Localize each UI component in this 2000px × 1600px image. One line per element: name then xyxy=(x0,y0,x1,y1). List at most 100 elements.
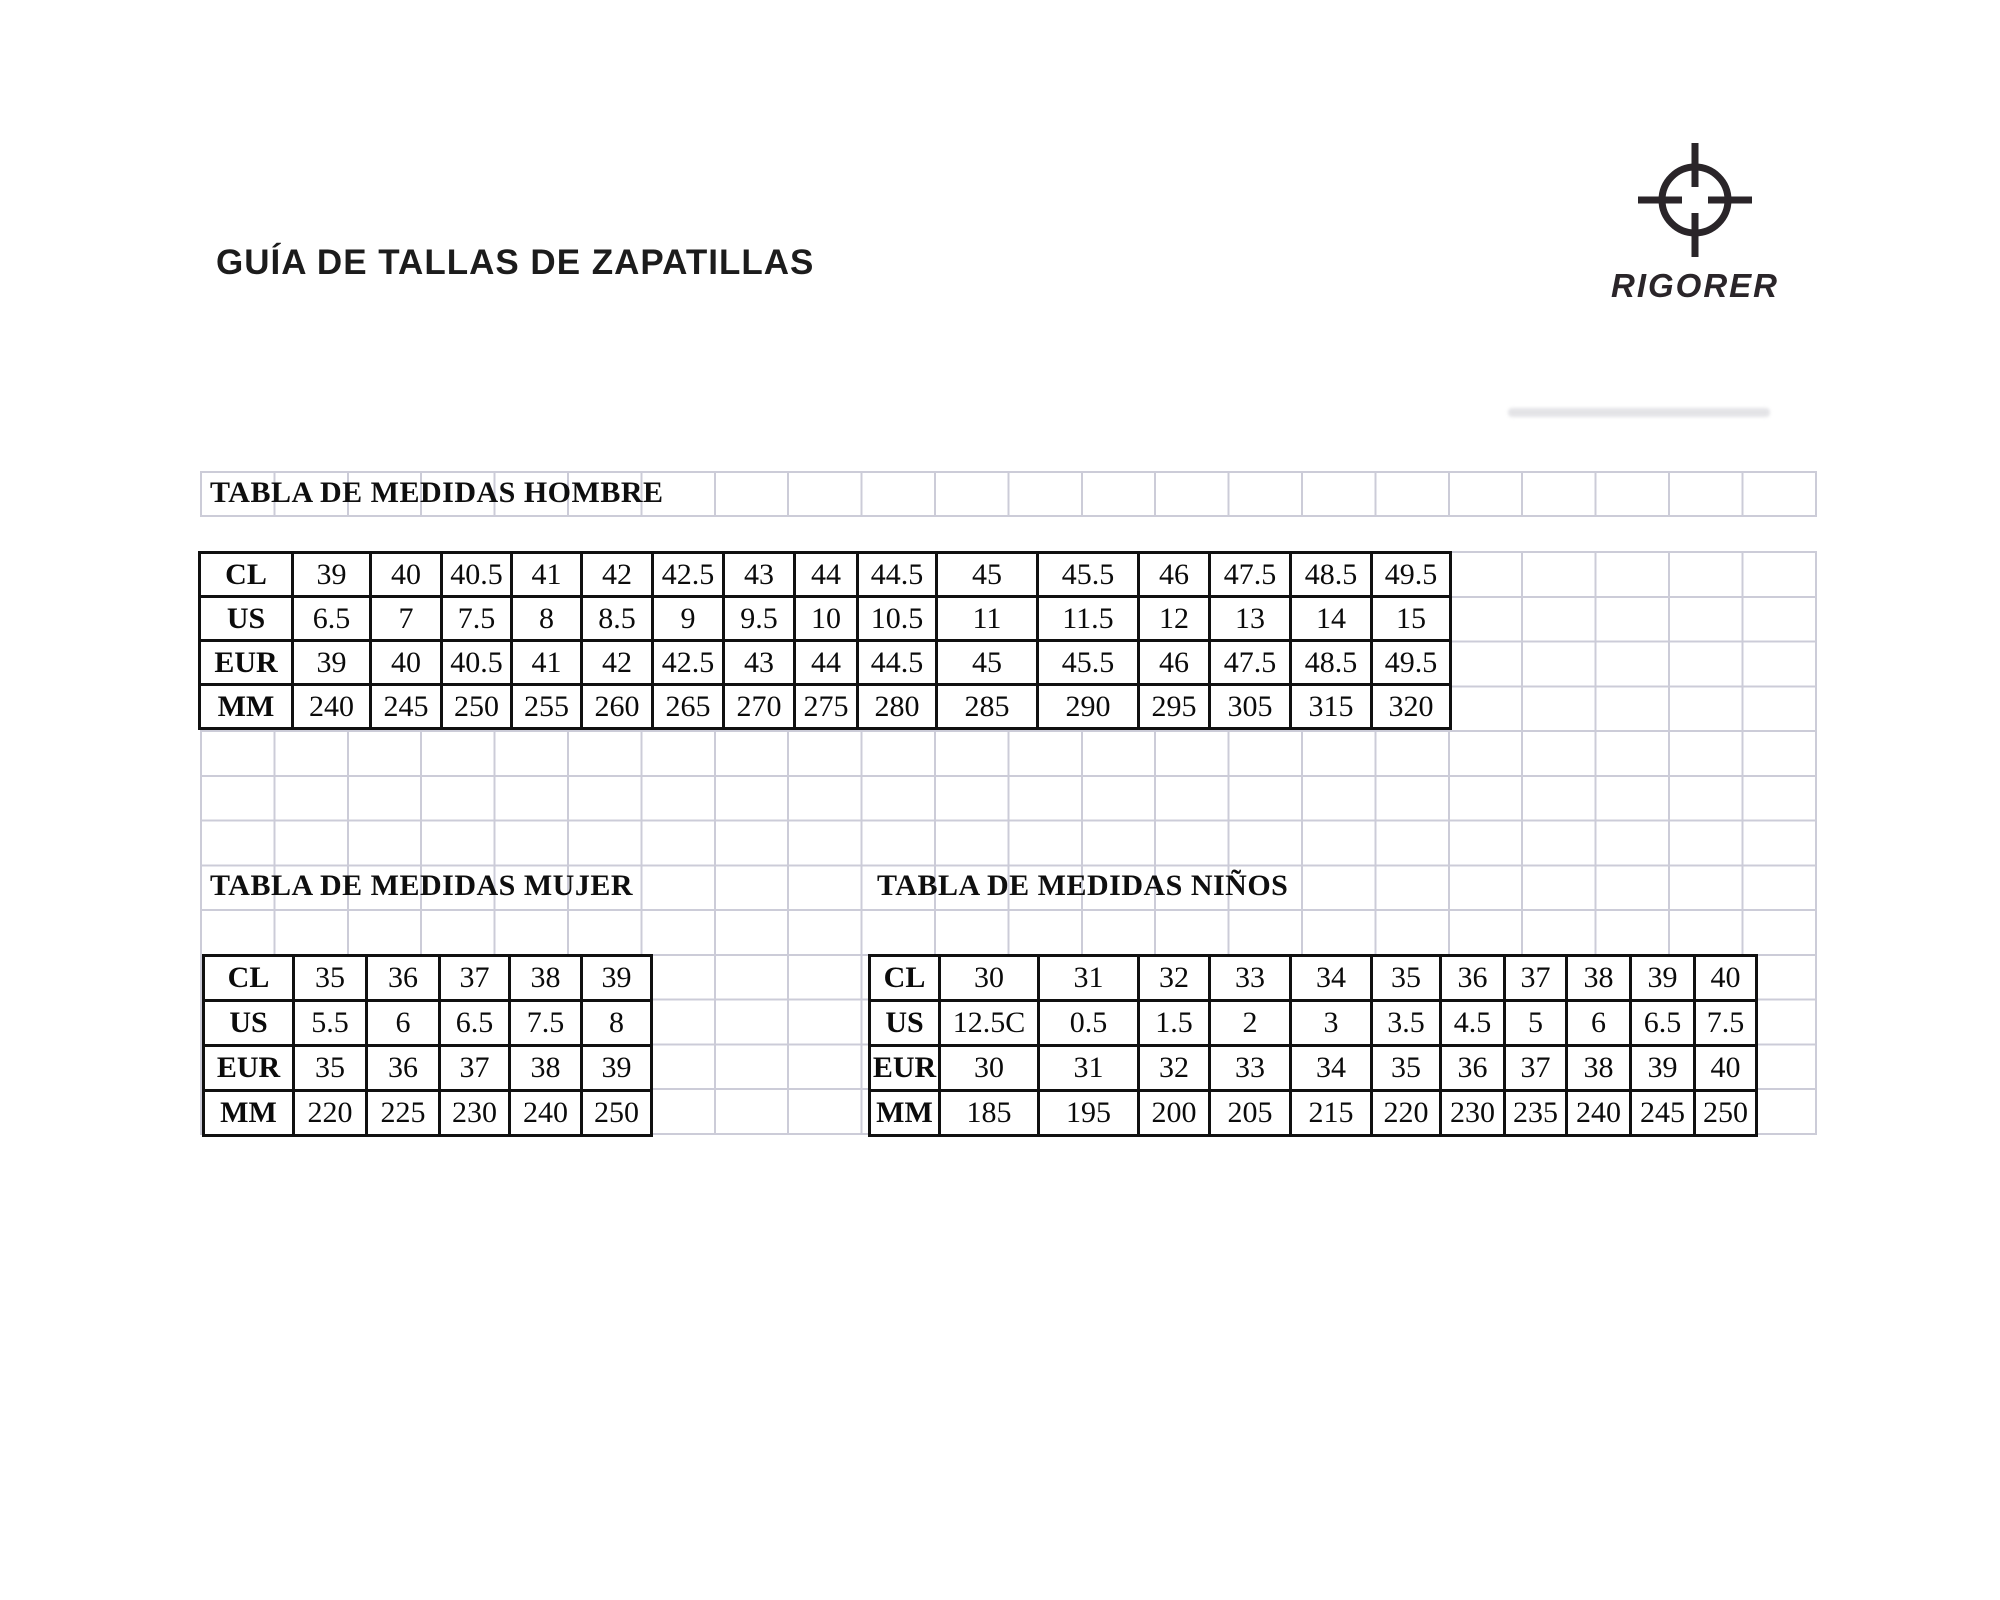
size-cell: 39 xyxy=(580,1044,653,1092)
size-cell: 41 xyxy=(510,551,583,598)
size-cell: 37 xyxy=(1503,1044,1568,1092)
table-row: CL 30 31 32 33 34 35 36 37 38 39 40 xyxy=(868,954,1758,1002)
size-cell: 7.5 xyxy=(440,595,513,642)
size-cell: 265 xyxy=(651,683,725,730)
crosshair-icon xyxy=(1638,143,1752,257)
size-cell: 49.5 xyxy=(1370,639,1452,686)
table-row: MM 240 245 250 255 260 265 270 275 280 285 290 295 30… xyxy=(198,683,1452,730)
table-row: EUR 39 40 40.5 41 42 42.5 43 44 44.5 45 45.5 46 47.5 4… xyxy=(198,639,1452,686)
size-cell: 315 xyxy=(1289,683,1373,730)
size-cell: 10 xyxy=(793,595,859,642)
size-cell: 44 xyxy=(793,551,859,598)
row-label: EUR xyxy=(868,1044,941,1092)
size-cell: 9 xyxy=(651,595,725,642)
size-cell: 31 xyxy=(1037,954,1140,1002)
size-cell: 38 xyxy=(508,954,583,1002)
size-cell: 6.5 xyxy=(291,595,372,642)
size-cell: 11 xyxy=(935,595,1039,642)
brand-name: RIGORER xyxy=(1610,267,1779,304)
size-cell: 36 xyxy=(365,954,441,1002)
size-cell: 39 xyxy=(291,551,372,598)
size-cell: 43 xyxy=(722,551,796,598)
row-label: CL xyxy=(198,551,294,598)
size-cell: 5.5 xyxy=(292,999,368,1047)
size-cell: 6.5 xyxy=(438,999,511,1047)
size-cell: 3.5 xyxy=(1370,999,1442,1047)
size-cell: 260 xyxy=(580,683,654,730)
size-cell: 8 xyxy=(580,999,653,1047)
size-cell: 49.5 xyxy=(1370,551,1452,598)
size-cell: 48.5 xyxy=(1289,639,1373,686)
size-cell: 32 xyxy=(1137,1044,1211,1092)
size-cell: 12 xyxy=(1137,595,1211,642)
size-cell: 185 xyxy=(938,1089,1040,1137)
size-cell: 37 xyxy=(1503,954,1568,1002)
size-cell: 45.5 xyxy=(1036,639,1140,686)
row-label: CL xyxy=(202,954,295,1002)
size-cell: 34 xyxy=(1289,1044,1373,1092)
size-cell: 235 xyxy=(1503,1089,1568,1137)
size-cell: 45.5 xyxy=(1036,551,1140,598)
size-cell: 10.5 xyxy=(856,595,938,642)
size-cell: 39 xyxy=(1629,954,1696,1002)
size-cell: 44.5 xyxy=(856,551,938,598)
size-cell: 36 xyxy=(365,1044,441,1092)
size-cell: 39 xyxy=(291,639,372,686)
size-cell: 36 xyxy=(1439,1044,1506,1092)
table-row: EUR 35 36 37 38 39 xyxy=(202,1044,653,1092)
size-cell: 8 xyxy=(510,595,583,642)
table-row: US 12.5C 0.5 1.5 2 3 3.5 4.5 5 6 6.5 7.5 xyxy=(868,999,1758,1047)
size-cell: 35 xyxy=(1370,1044,1442,1092)
size-cell: 40 xyxy=(369,639,443,686)
size-cell: 280 xyxy=(856,683,938,730)
size-cell: 40 xyxy=(1693,954,1758,1002)
size-cell: 5 xyxy=(1503,999,1568,1047)
size-cell: 7.5 xyxy=(1693,999,1758,1047)
size-cell: 42 xyxy=(580,639,654,686)
size-cell: 40 xyxy=(1693,1044,1758,1092)
size-cell: 220 xyxy=(1370,1089,1442,1137)
size-table-hombre: CL 39 40 40.5 41 42 42.5 43 44 44.5 45 45.5 46 47.5 48… xyxy=(198,551,1452,730)
size-cell: 42 xyxy=(580,551,654,598)
size-cell: 6 xyxy=(1565,999,1632,1047)
size-cell: 270 xyxy=(722,683,796,730)
size-cell: 215 xyxy=(1289,1089,1373,1137)
size-cell: 295 xyxy=(1137,683,1211,730)
size-cell: 2 xyxy=(1208,999,1292,1047)
table-row: US 6.5 7 7.5 8 8.5 9 9.5 10 10.5 11 11.5 12 13 14 15 xyxy=(198,595,1452,642)
table-row: CL 35 36 37 38 39 xyxy=(202,954,653,1002)
size-cell: 255 xyxy=(510,683,583,730)
size-cell: 32 xyxy=(1137,954,1211,1002)
size-cell: 195 xyxy=(1037,1089,1140,1137)
size-cell: 41 xyxy=(510,639,583,686)
size-cell: 225 xyxy=(365,1089,441,1137)
size-cell: 7.5 xyxy=(508,999,583,1047)
size-cell: 6.5 xyxy=(1629,999,1696,1047)
size-cell: 4.5 xyxy=(1439,999,1506,1047)
size-cell: 205 xyxy=(1208,1089,1292,1137)
table-row: US 5.5 6 6.5 7.5 8 xyxy=(202,999,653,1047)
row-label: US xyxy=(868,999,941,1047)
size-cell: 240 xyxy=(1565,1089,1632,1137)
size-cell: 9.5 xyxy=(722,595,796,642)
size-cell: 46 xyxy=(1137,639,1211,686)
size-cell: 14 xyxy=(1289,595,1373,642)
size-cell: 275 xyxy=(793,683,859,730)
row-label: EUR xyxy=(202,1044,295,1092)
spreadsheet-grid-title-band xyxy=(200,471,1817,517)
table-row: CL 39 40 40.5 41 42 42.5 43 44 44.5 45 45.5 46 47.5 48… xyxy=(198,551,1452,598)
size-cell: 34 xyxy=(1289,954,1373,1002)
size-cell: 38 xyxy=(1565,954,1632,1002)
size-cell: 245 xyxy=(369,683,443,730)
table-title-hombre: TABLA DE MEDIDAS HOMBRE xyxy=(210,476,664,509)
size-cell: 230 xyxy=(1439,1089,1506,1137)
size-cell: 36 xyxy=(1439,954,1506,1002)
size-cell: 0.5 xyxy=(1037,999,1140,1047)
size-cell: 40 xyxy=(369,551,443,598)
size-cell: 8.5 xyxy=(580,595,654,642)
row-label: CL xyxy=(868,954,941,1002)
table-title-ninos: TABLA DE MEDIDAS NIÑOS xyxy=(877,869,1289,902)
size-cell: 31 xyxy=(1037,1044,1140,1092)
size-cell: 240 xyxy=(508,1089,583,1137)
size-cell: 39 xyxy=(1629,1044,1696,1092)
